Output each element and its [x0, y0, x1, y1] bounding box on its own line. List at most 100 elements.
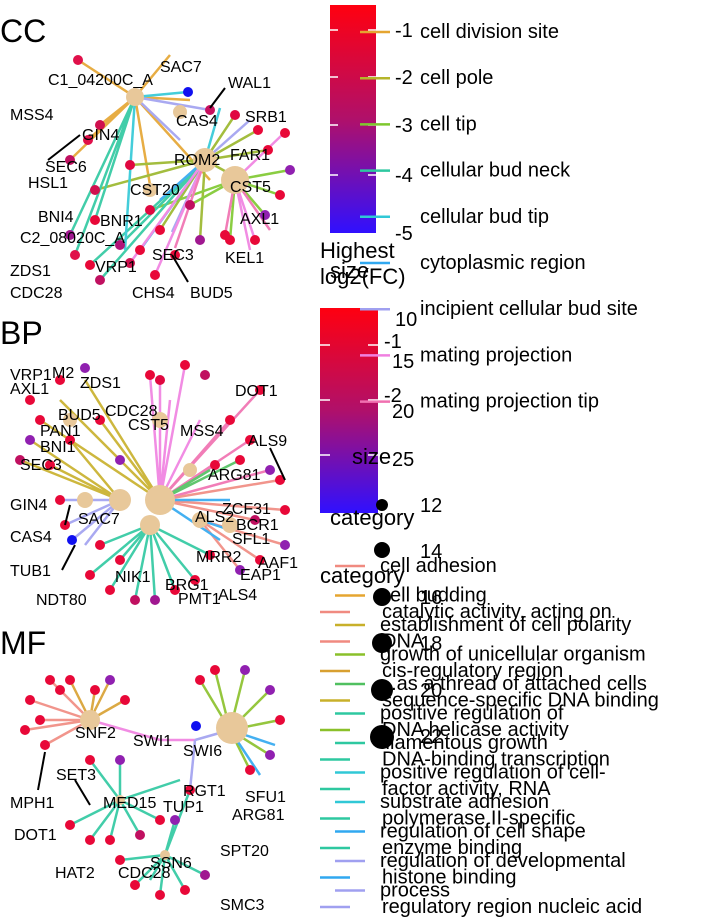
gene-label: SRB1 — [245, 109, 287, 126]
gene-label: RGT1 — [183, 783, 226, 800]
gene-label: ZDS1 — [10, 263, 51, 280]
gene-label: DOT1 — [14, 827, 57, 844]
cc-hubs — [126, 88, 249, 197]
gene-label: SEC3 — [152, 247, 194, 264]
gene-label: C1_04200C_A — [48, 72, 153, 89]
mf-network — [20, 665, 285, 900]
category-legend-cc: cell division site cell pole cell tip cellu… — [360, 21, 638, 413]
size-legend-cc: size 10 15 20 25 — [330, 258, 417, 471]
colorbar-tick: -2 — [395, 67, 413, 89]
legend-label: enzyme binding — [382, 837, 522, 859]
legend-label: DNA-binding transcription — [382, 749, 610, 771]
gene-label: SSN6 — [150, 855, 192, 872]
size-legend-value: 14 — [420, 541, 442, 563]
gene-label: SET3 — [56, 767, 96, 784]
legend-label: regulation of developmental — [380, 850, 626, 872]
gene-label: WAL1 — [228, 75, 271, 92]
mf-hubs — [80, 710, 248, 860]
gene-label: CHS4 — [132, 285, 175, 302]
colorbar-tick: -3 — [395, 115, 413, 137]
panel-tag-cc: CC — [0, 13, 46, 49]
legend-label: substrate adhesion — [380, 791, 549, 813]
colorbar-tick: -1 — [395, 20, 413, 42]
gene-label: CST20 — [130, 182, 180, 199]
gene-label: SEC3 — [20, 457, 62, 474]
gene-label: SPT20 — [220, 843, 269, 860]
gene-label: BRG1 — [165, 577, 209, 594]
gene-label: VRP1 — [95, 259, 137, 276]
gene-label: PMT1 — [178, 591, 221, 608]
legend-label: establishment of cell polarity — [380, 614, 631, 636]
bp-edges — [19, 364, 286, 601]
legend-label: cell budding — [380, 585, 487, 607]
gene-label: ALS9 — [248, 433, 287, 450]
legend-label: positive regulation of — [380, 703, 564, 725]
gene-label: TUB1 — [10, 563, 51, 580]
legend-label: ...as a thread of attached cells — [380, 673, 647, 695]
legend-label: DNA — [382, 631, 425, 653]
gene-label: EAP1 — [240, 567, 281, 584]
gene-label: HAT2 — [55, 865, 95, 882]
gene-label: SAC7 — [160, 59, 202, 76]
gene-label: PAN1 — [40, 423, 81, 440]
mf-gene-nodes — [20, 665, 285, 900]
gene-label: CAS4 — [176, 113, 218, 130]
legend-label: filamentous growth — [380, 732, 548, 754]
colorbar-title: log2(FC) — [320, 264, 406, 289]
gene-label: ALS2 — [195, 509, 234, 526]
legend-label: positive regulation of cell- — [380, 762, 606, 784]
legend-label: cellular bud neck — [420, 160, 571, 182]
gene-label: MED15 — [103, 795, 156, 812]
legend-label: mating projection — [420, 344, 572, 366]
gene-label: SEC6 — [45, 159, 87, 176]
cc-gene-nodes — [65, 55, 295, 285]
legend-label: sequence-specific DNA binding — [382, 690, 659, 712]
legend-label: cell division site — [420, 21, 559, 43]
size-legend-bp: size 12 14 16 18 20 22 — [352, 444, 442, 749]
gene-label: AXL1 — [240, 211, 279, 228]
gene-label: CDC28 — [118, 865, 171, 882]
gene-label: SAC7 — [78, 511, 120, 528]
size-legend-value: 20 — [420, 680, 442, 702]
legend-label: incipient cellular bud site — [420, 298, 638, 320]
legend-label: mating projection tip — [420, 391, 599, 413]
cc-leader-lines — [47, 87, 226, 283]
legend-label: process — [380, 880, 450, 902]
gene-label: ARG81 — [232, 807, 285, 824]
legend-label: regulatory region nucleic acid — [382, 896, 642, 918]
gene-label: ALS4 — [218, 587, 257, 604]
gene-label: NDT80 — [36, 592, 87, 609]
category-legend-bp: cell adhesion cell budding establishment o… — [335, 555, 647, 902]
size-legend-title: size — [352, 444, 391, 469]
gene-label: AXL1 — [10, 381, 49, 398]
gene-label: MSS4 — [10, 107, 54, 124]
legend-label: cytoplasmic region — [420, 252, 586, 274]
gene-label: C2_08020C_A — [20, 230, 125, 247]
gene-label: SWI6 — [183, 743, 222, 760]
gene-label: CDC28 — [10, 285, 63, 302]
size-legend-value: 15 — [392, 351, 414, 373]
gene-label: HSL1 — [28, 175, 68, 192]
gene-label: MRR2 — [196, 549, 241, 566]
legend-label: histone binding — [382, 867, 517, 889]
gene-label: CST5 — [230, 179, 271, 196]
bp-leader-lines — [61, 447, 286, 571]
gene-label: SMC3 — [220, 897, 265, 914]
size-legend-value: 20 — [392, 401, 414, 423]
legend-label: cis-regulatory region — [382, 660, 563, 682]
legend-label: cellular bud tip — [420, 206, 549, 228]
legend-label: catalytic activity, acting on — [382, 601, 612, 623]
legend-label: cell adhesion — [380, 555, 497, 577]
size-legend-value: 22 — [420, 726, 442, 748]
colorbar-title: Highest — [320, 238, 395, 263]
gene-label: SFL1 — [232, 531, 270, 548]
gene-label: SFU1 — [245, 789, 286, 806]
size-legend-value: 12 — [420, 495, 442, 517]
bp-gene-labels: VRP1 M2 AXL1 ZDS1 BUD5 CDC28 PAN1 CST5 B… — [10, 365, 298, 609]
size-legend-value: 10 — [395, 309, 417, 331]
gene-label: TUP1 — [163, 799, 204, 816]
mf-edges — [24, 669, 281, 896]
gene-label: MPH1 — [10, 795, 55, 812]
legend-label: polymerase II-specific — [382, 808, 575, 830]
